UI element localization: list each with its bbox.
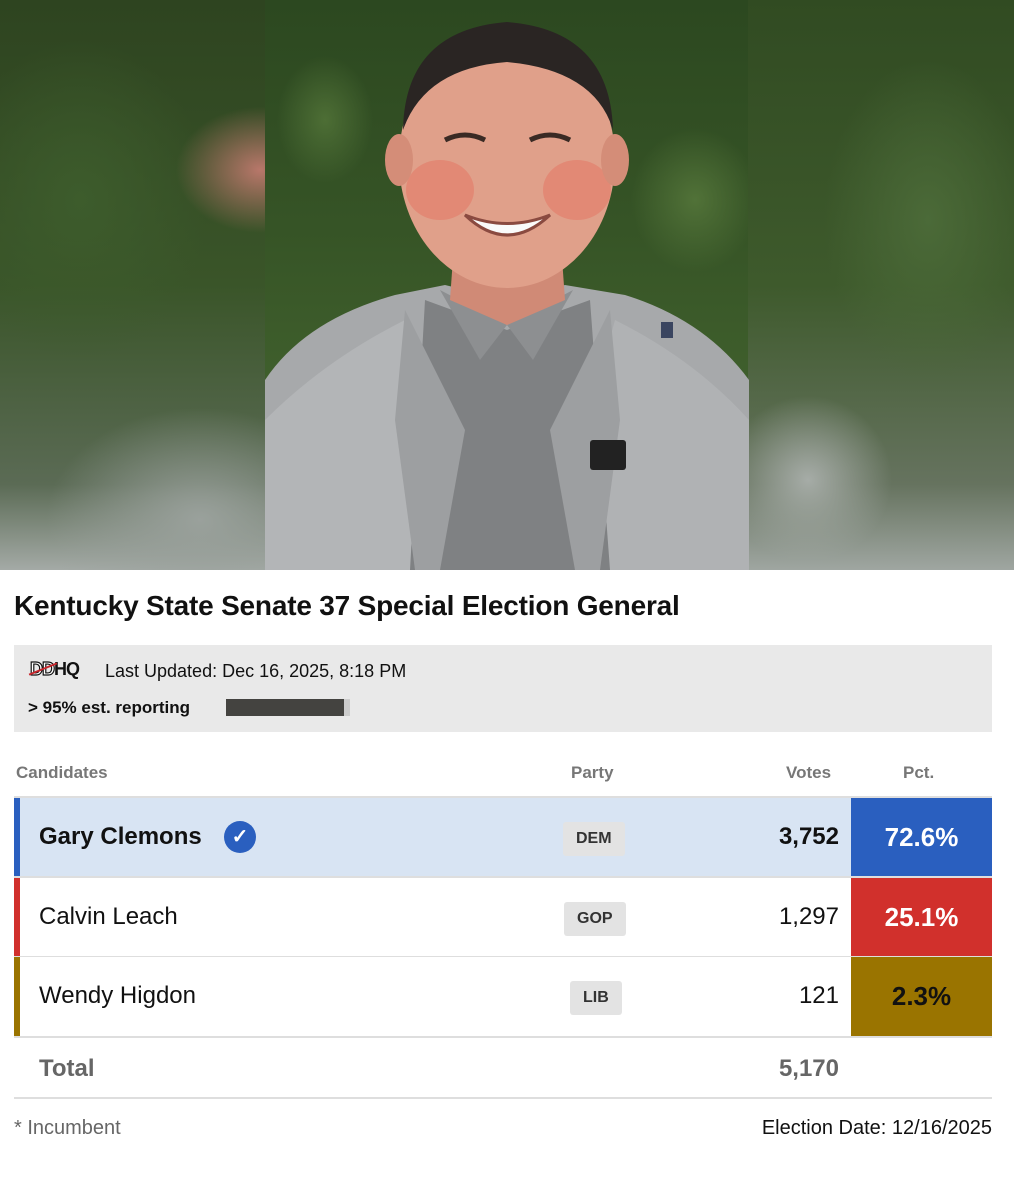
table-divider [14,1036,992,1038]
incumbent-note: * Incumbent [14,1117,121,1139]
check-circle-icon: ✓ [224,821,256,853]
party-badge: GOP [564,902,626,936]
logo-hq: HQ [54,659,80,679]
candidate-votes: 1,297 [778,903,839,930]
table-divider [14,1097,992,1099]
candidate-pct: 72.6% [851,798,992,877]
status-panel: DDHQ Last Updated: Dec 16, 2025, 8:18 PM… [14,645,992,732]
party-stripe [14,798,20,877]
photo-blurred-right [748,0,1014,570]
candidate-portrait [265,22,749,570]
party-stripe [14,957,20,1036]
column-header-candidates: Candidates [16,763,108,782]
ddhq-logo: DDHQ [28,658,80,680]
last-updated: Last Updated: Dec 16, 2025, 8:18 PM [105,661,407,681]
candidate-pct: 25.1% [851,878,992,957]
photo-blurred-left [0,0,265,570]
candidate-votes: 3,752 [778,823,839,850]
reporting-progress-bar [226,699,350,716]
candidate-pct: 2.3% [851,957,992,1036]
candidate-row-gary-clemons: Gary Clemons ✓ DEM 3,752 72.6% [14,798,992,877]
table-divider [14,876,992,878]
candidate-photo [0,0,1014,570]
reporting-progress-fill [226,699,344,716]
column-header-votes: Votes [786,763,832,782]
total-label: Total [39,1055,95,1082]
total-votes: 5,170 [778,1055,839,1082]
candidate-row-wendy-higdon: Wendy Higdon LIB 121 2.3% [14,957,992,1036]
candidate-name: Calvin Leach [39,903,178,930]
column-header-pct: Pct. [903,763,935,782]
column-header-party: Party [571,763,614,782]
candidate-row-calvin-leach: Calvin Leach GOP 1,297 25.1% [14,878,992,957]
candidate-name: Wendy Higdon [39,982,196,1009]
party-stripe [14,878,20,957]
reporting-label: > 95% est. reporting [28,698,191,717]
election-date: Election Date: 12/16/2025 [761,1117,992,1139]
page-title: Kentucky State Senate 37 Special Electio… [14,590,680,621]
candidate-name: Gary Clemons [39,823,202,850]
party-badge: DEM [563,822,625,856]
table-divider [14,796,992,798]
candidate-votes: 121 [798,982,839,1009]
party-badge: LIB [570,981,622,1015]
